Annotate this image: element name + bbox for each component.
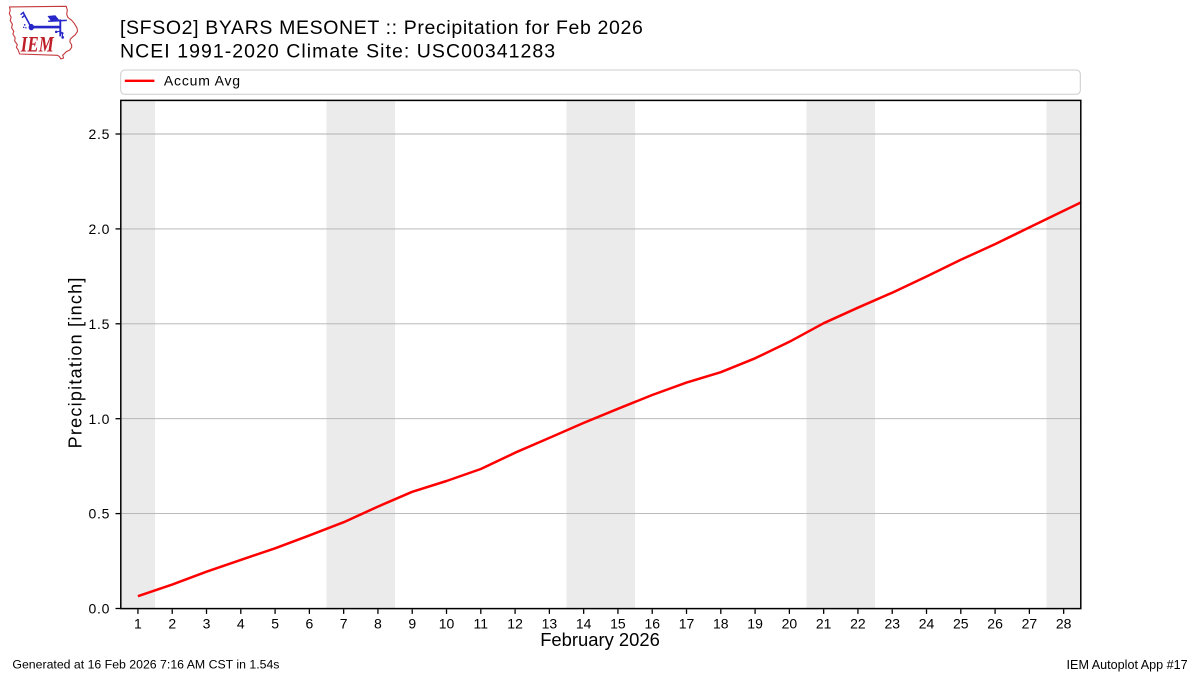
svg-text:21: 21 <box>816 615 832 631</box>
svg-text:1.5: 1.5 <box>88 316 110 332</box>
svg-text:27: 27 <box>1022 615 1038 631</box>
svg-text:23: 23 <box>884 615 900 631</box>
svg-text:February 2026: February 2026 <box>540 629 660 650</box>
svg-text:9: 9 <box>408 615 416 631</box>
svg-text:12: 12 <box>507 615 523 631</box>
svg-text:25: 25 <box>953 615 969 631</box>
svg-text:1.0: 1.0 <box>88 411 110 427</box>
svg-text:1: 1 <box>134 615 142 631</box>
svg-text:[SFSO2] BYARS MESONET :: Preci: [SFSO2] BYARS MESONET :: Precipitation f… <box>120 17 643 39</box>
svg-text:18: 18 <box>713 615 729 631</box>
svg-text:11: 11 <box>474 615 489 631</box>
svg-text:10: 10 <box>439 615 455 631</box>
svg-text:6: 6 <box>305 615 313 631</box>
svg-text:7: 7 <box>340 615 348 631</box>
svg-text:2.0: 2.0 <box>88 221 110 237</box>
svg-text:15: 15 <box>610 615 626 631</box>
svg-text:19: 19 <box>747 615 763 631</box>
svg-text:20: 20 <box>782 615 798 631</box>
svg-text:Precipitation [inch]: Precipitation [inch] <box>66 276 86 448</box>
svg-text:22: 22 <box>850 615 866 631</box>
svg-text:2.5: 2.5 <box>88 126 110 142</box>
svg-text:17: 17 <box>679 615 695 631</box>
svg-text:28: 28 <box>1056 615 1072 631</box>
svg-text:IEM: IEM <box>20 31 55 56</box>
svg-text:8: 8 <box>374 615 382 631</box>
svg-text:24: 24 <box>919 615 935 631</box>
svg-text:26: 26 <box>987 615 1003 631</box>
svg-text:0.0: 0.0 <box>88 601 110 617</box>
svg-text:2: 2 <box>168 615 176 631</box>
svg-text:14: 14 <box>576 615 592 631</box>
svg-text:5: 5 <box>271 615 279 631</box>
svg-text:3: 3 <box>203 615 211 631</box>
svg-text:4: 4 <box>237 615 245 631</box>
svg-text:NCEI 1991-2020 Climate Site: U: NCEI 1991-2020 Climate Site: USC00341283 <box>120 41 556 63</box>
svg-text:Generated at 16 Feb 2026 7:16: Generated at 16 Feb 2026 7:16 AM CST in … <box>12 657 279 671</box>
svg-text:0.5: 0.5 <box>88 506 110 522</box>
svg-text:13: 13 <box>542 615 558 631</box>
svg-text:16: 16 <box>644 615 660 631</box>
svg-text:Accum Avg: Accum Avg <box>164 73 241 89</box>
svg-text:IEM Autoplot App #17: IEM Autoplot App #17 <box>1067 658 1188 672</box>
